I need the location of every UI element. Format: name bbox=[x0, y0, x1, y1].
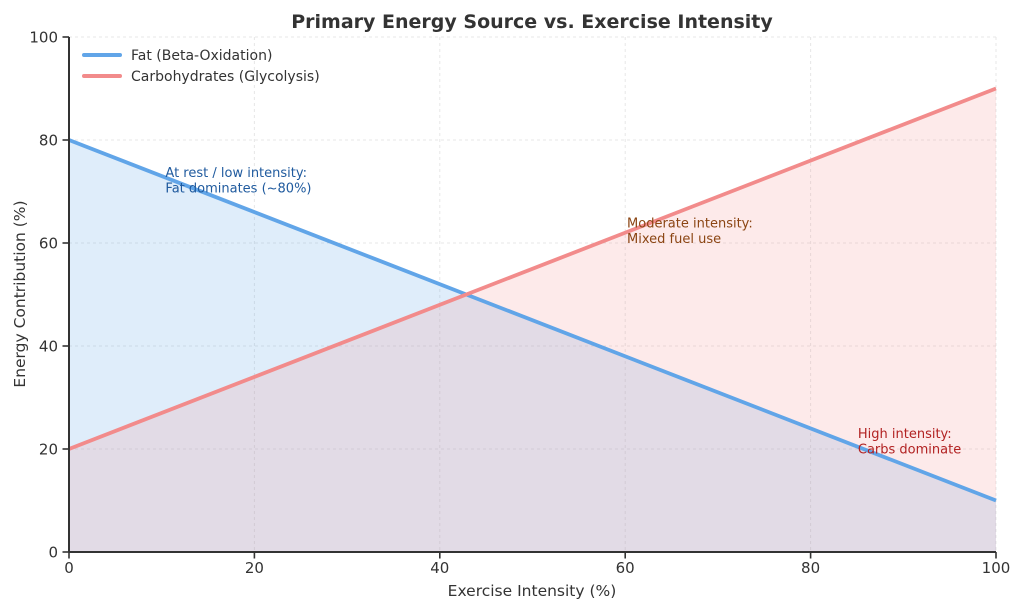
tick-labels: 0 20 40 60 80 100 0 20 40 60 80 100 bbox=[29, 29, 1010, 578]
annotations: At rest / low intensity: Fat dominates (~… bbox=[165, 166, 961, 458]
annotation-1: Moderate intensity: Mixed fuel use bbox=[627, 217, 753, 248]
annotation-0: At rest / low intensity: Fat dominates (~… bbox=[165, 166, 311, 197]
x-tick-label: 20 bbox=[245, 559, 264, 577]
x-axis-label: Exercise Intensity (%) bbox=[448, 582, 617, 600]
x-tick-label: 80 bbox=[801, 559, 820, 577]
y-tick-label: 0 bbox=[48, 544, 58, 562]
legend-label-fat: Fat (Beta-Oxidation) bbox=[131, 48, 272, 64]
legend-label-carbs: Carbohydrates (Glycolysis) bbox=[131, 69, 320, 85]
y-tick-label: 100 bbox=[29, 29, 58, 47]
y-axis-label: Energy Contribution (%) bbox=[11, 200, 29, 387]
y-tick-label: 40 bbox=[39, 338, 58, 356]
y-tick-label: 80 bbox=[39, 132, 58, 150]
series-line-1 bbox=[68, 86, 997, 451]
y-tick-label: 60 bbox=[39, 235, 58, 253]
axes bbox=[62, 36, 997, 559]
x-tick-label: 100 bbox=[982, 559, 1011, 577]
x-tick-label: 60 bbox=[616, 559, 635, 577]
legend: Fat (Beta-Oxidation) Carbohydrates (Glyc… bbox=[82, 48, 320, 85]
series-line-0 bbox=[68, 138, 997, 503]
x-tick-label: 40 bbox=[430, 559, 449, 577]
chart-title: Primary Energy Source vs. Exercise Inten… bbox=[291, 11, 773, 33]
series-lines bbox=[68, 86, 997, 503]
annotation-2: High intensity: Carbs dominate bbox=[858, 427, 961, 458]
y-tick-label: 20 bbox=[39, 441, 58, 459]
area-fill-series-0 bbox=[69, 140, 996, 552]
x-tick-label: 0 bbox=[64, 559, 74, 577]
